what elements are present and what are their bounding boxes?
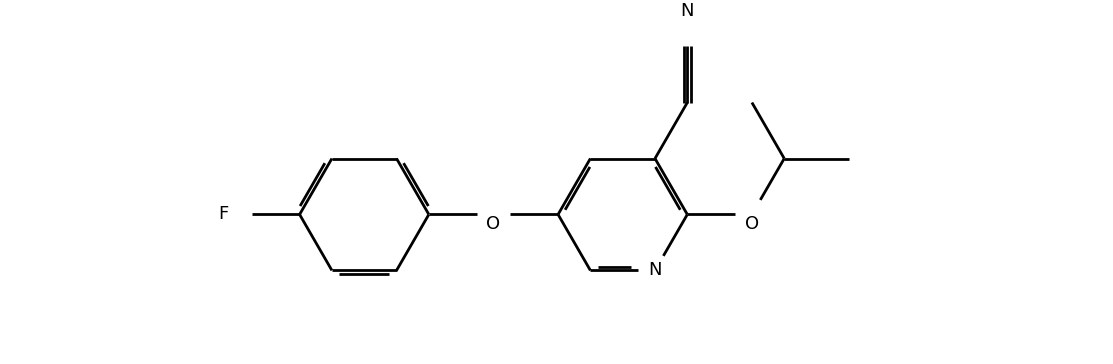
Text: F: F — [218, 205, 228, 223]
Text: N: N — [648, 261, 662, 280]
Text: N: N — [680, 2, 695, 20]
Text: O: O — [745, 214, 759, 233]
Text: O: O — [486, 214, 501, 233]
